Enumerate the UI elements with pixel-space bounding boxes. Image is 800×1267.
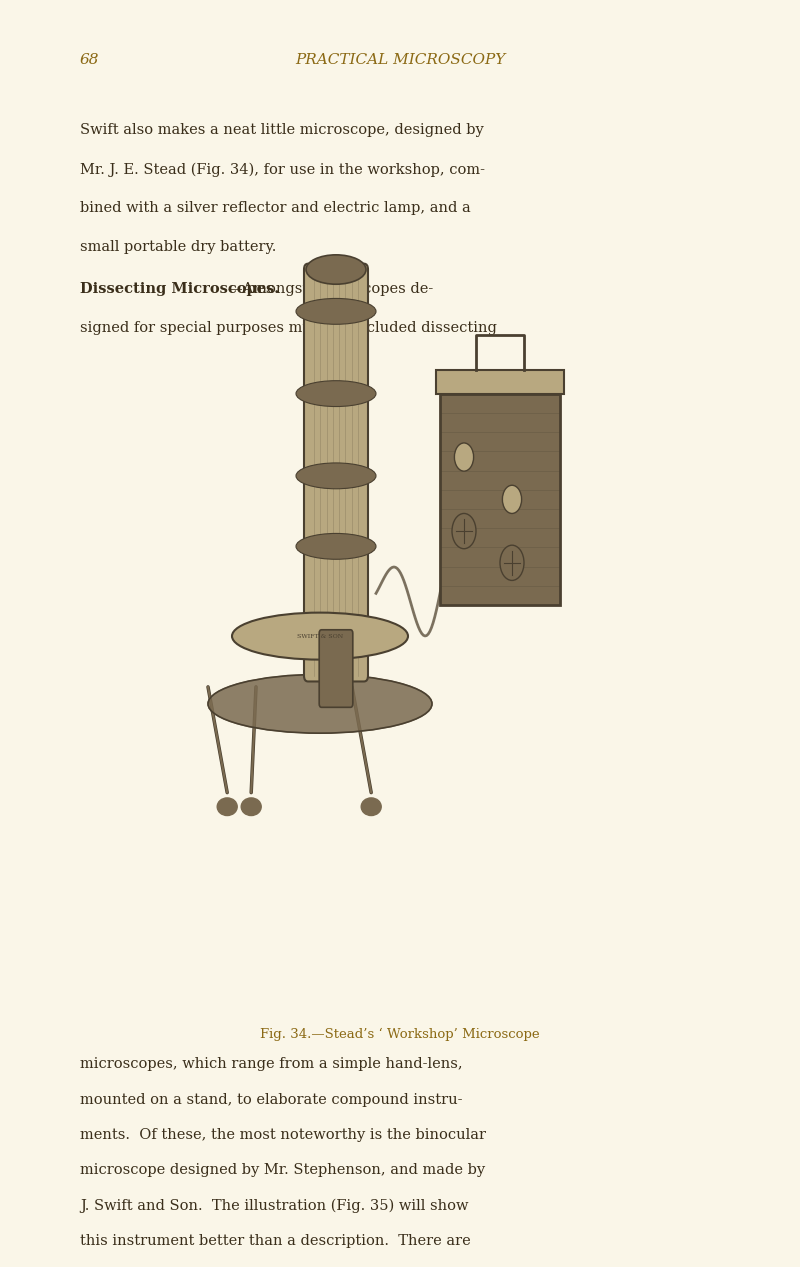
Text: small portable dry battery.: small portable dry battery. [80, 239, 276, 253]
Text: Swift also makes a neat little microscope, designed by: Swift also makes a neat little microscop… [80, 123, 484, 137]
Text: microscope designed by Mr. Stephenson, and made by: microscope designed by Mr. Stephenson, a… [80, 1163, 485, 1177]
Ellipse shape [296, 380, 376, 407]
Ellipse shape [208, 674, 432, 734]
Ellipse shape [296, 533, 376, 559]
FancyBboxPatch shape [319, 630, 353, 707]
Ellipse shape [296, 299, 376, 324]
Ellipse shape [218, 798, 237, 816]
Circle shape [452, 513, 476, 549]
Ellipse shape [232, 613, 408, 660]
Text: this instrument better than a description.  There are: this instrument better than a descriptio… [80, 1234, 470, 1248]
Text: —Amongst microscopes de-: —Amongst microscopes de- [228, 283, 434, 296]
Text: Dissecting Microscopes.: Dissecting Microscopes. [80, 283, 279, 296]
Ellipse shape [306, 255, 366, 284]
FancyBboxPatch shape [440, 394, 560, 606]
Text: Fig. 34.—Stead’s ‘ Workshop’ Microscope: Fig. 34.—Stead’s ‘ Workshop’ Microscope [260, 1028, 540, 1041]
Circle shape [454, 443, 474, 471]
FancyBboxPatch shape [436, 370, 564, 394]
FancyBboxPatch shape [304, 264, 368, 682]
Text: signed for special purposes must be included dissecting: signed for special purposes must be incl… [80, 321, 497, 334]
Ellipse shape [241, 798, 261, 816]
Text: PRACTICAL MICROSCOPY: PRACTICAL MICROSCOPY [295, 53, 505, 67]
Circle shape [502, 485, 522, 513]
Text: J. Swift and Son.  The illustration (Fig. 35) will show: J. Swift and Son. The illustration (Fig.… [80, 1199, 469, 1213]
Text: 68: 68 [80, 53, 99, 67]
Text: microscopes, which range from a simple hand-lens,: microscopes, which range from a simple h… [80, 1058, 462, 1072]
Circle shape [500, 545, 524, 580]
Text: bined with a silver reflector and electric lamp, and a: bined with a silver reflector and electr… [80, 201, 470, 215]
Ellipse shape [362, 798, 381, 816]
Text: ments.  Of these, the most noteworthy is the binocular: ments. Of these, the most noteworthy is … [80, 1128, 486, 1142]
Text: Mr. J. E. Stead (Fig. 34), for use in the workshop, com-: Mr. J. E. Stead (Fig. 34), for use in th… [80, 162, 485, 176]
Ellipse shape [296, 462, 376, 489]
Text: SWIFT & SON: SWIFT & SON [297, 634, 343, 639]
Text: mounted on a stand, to elaborate compound instru-: mounted on a stand, to elaborate compoun… [80, 1092, 462, 1106]
